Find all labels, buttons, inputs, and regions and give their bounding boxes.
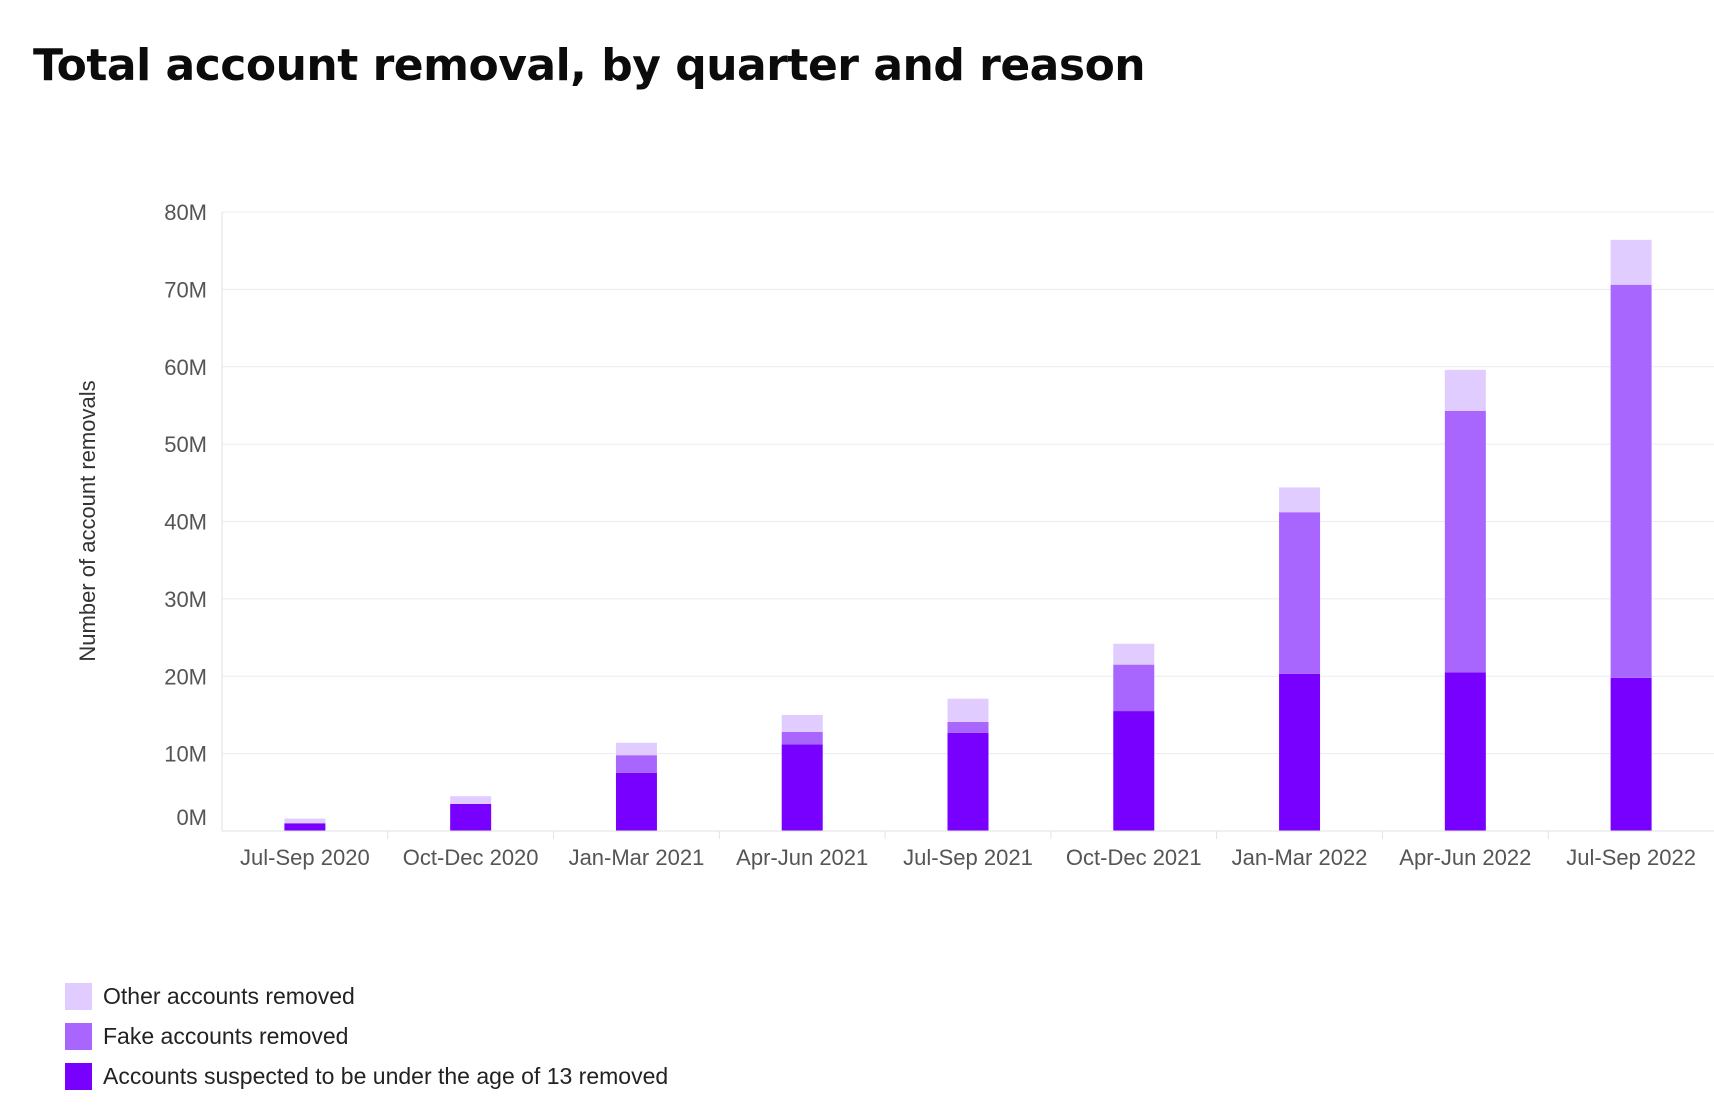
bar-segment (615, 772, 657, 831)
legend-item-fake: Fake accounts removed (65, 1016, 668, 1056)
bar-segment (1444, 672, 1486, 831)
bar-segment (1113, 711, 1155, 831)
bar-segment (781, 731, 823, 745)
bar-segment (284, 818, 326, 824)
y-tick-label: 10M (164, 742, 207, 767)
bar-segment (781, 744, 823, 831)
bar-segment (781, 714, 823, 732)
bar-segment (1610, 239, 1652, 285)
bar-segment (1444, 369, 1486, 411)
bar-segment (615, 742, 657, 756)
x-tick-label: Apr-Jun 2022 (1399, 845, 1531, 870)
gridlines (222, 211, 1714, 755)
y-axis-title: Number of account removals (75, 380, 100, 661)
bar-segment (1444, 410, 1486, 673)
legend-swatch-fake (65, 1022, 92, 1050)
bar-segment (947, 721, 989, 733)
y-tick-label: 80M (164, 200, 207, 225)
y-tick-label: 60M (164, 355, 207, 380)
x-tick-label: Jul-Sep 2020 (240, 845, 370, 870)
bar-segment (1610, 284, 1652, 678)
y-tick-label: 40M (164, 510, 207, 535)
y-tick-label: 50M (164, 432, 207, 457)
x-tick-label: Jan-Mar 2021 (569, 845, 705, 870)
x-tick-label: Oct-Dec 2021 (1066, 845, 1202, 870)
x-tick-label: Jul-Sep 2022 (1566, 845, 1696, 870)
legend-item-other: Other accounts removed (65, 976, 668, 1016)
stacked-bar-chart: 0M 10M 20M 30M 40M 50M 60M 70M 80M Jul-Sep 2020 O… (75, 200, 1714, 870)
x-axis-ticks: Jul-Sep 2020 Oct-Dec 2020 Jan-Mar 2021 Apr-… (240, 831, 1696, 870)
bar-segment (1113, 643, 1155, 665)
y-tick-label: 20M (164, 664, 207, 689)
bar-segment (615, 755, 657, 773)
bar-segment (284, 823, 326, 831)
legend-item-under-13: Accounts suspected to be under the age o… (65, 1056, 668, 1096)
chart-title: Total account removal, by quarter and re… (33, 40, 1146, 91)
legend-swatch-other (65, 982, 92, 1010)
bar-segment (1113, 664, 1155, 712)
bar-segment (947, 732, 989, 831)
y-tick-label: 0M (176, 805, 207, 830)
y-axis-ticks: 0M 10M 20M 30M 40M 50M 60M 70M 80M (164, 200, 207, 830)
bar-segment (1279, 512, 1321, 674)
x-tick-label: Oct-Dec 2020 (403, 845, 539, 870)
x-tick-label: Apr-Jun 2021 (736, 845, 868, 870)
legend-label-fake: Fake accounts removed (103, 1022, 349, 1049)
bars (284, 239, 1652, 831)
bar-segment (450, 796, 492, 804)
legend-label-under-13: Accounts suspected to be under the age o… (103, 1062, 669, 1089)
bar-segment (1279, 487, 1321, 513)
legend-swatch-under-13 (65, 1062, 92, 1090)
bar-segment (947, 698, 989, 722)
y-tick-label: 70M (164, 277, 207, 302)
bar-segment (1279, 673, 1321, 831)
x-tick-label: Jul-Sep 2021 (903, 845, 1033, 870)
legend: Other accounts removed Fake accounts rem… (65, 976, 668, 1096)
bar-segment (450, 803, 492, 831)
legend-label-other: Other accounts removed (103, 982, 355, 1009)
y-tick-label: 30M (164, 587, 207, 612)
x-tick-label: Jan-Mar 2022 (1232, 845, 1368, 870)
bar-segment (1610, 677, 1652, 831)
